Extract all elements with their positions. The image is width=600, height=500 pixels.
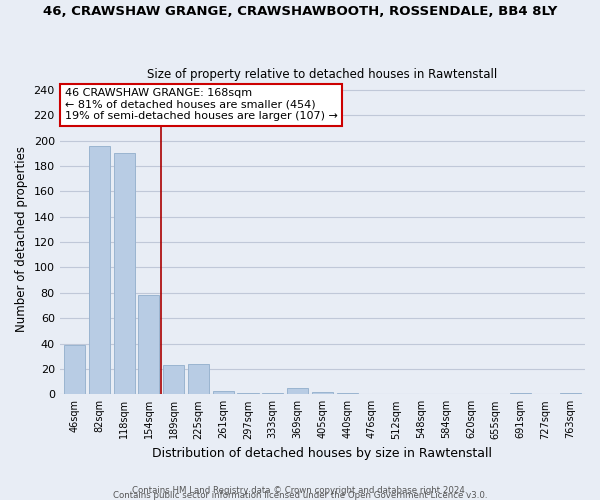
Bar [64, 345, 85, 395]
Bar [89, 146, 110, 394]
Bar [510, 393, 531, 394]
Bar [262, 393, 283, 394]
Bar [238, 393, 259, 394]
Title: Size of property relative to detached houses in Rawtenstall: Size of property relative to detached ho… [147, 68, 497, 81]
Bar [312, 392, 333, 394]
Bar [163, 365, 184, 394]
Text: Contains HM Land Registry data © Crown copyright and database right 2024.: Contains HM Land Registry data © Crown c… [132, 486, 468, 495]
Bar [337, 393, 358, 394]
X-axis label: Distribution of detached houses by size in Rawtenstall: Distribution of detached houses by size … [152, 447, 493, 460]
Text: 46 CRAWSHAW GRANGE: 168sqm
← 81% of detached houses are smaller (454)
19% of sem: 46 CRAWSHAW GRANGE: 168sqm ← 81% of deta… [65, 88, 338, 122]
Bar [113, 154, 134, 394]
Bar [560, 393, 581, 394]
Y-axis label: Number of detached properties: Number of detached properties [15, 146, 28, 332]
Bar [139, 296, 160, 394]
Bar [287, 388, 308, 394]
Bar [212, 390, 234, 394]
Text: 46, CRAWSHAW GRANGE, CRAWSHAWBOOTH, ROSSENDALE, BB4 8LY: 46, CRAWSHAW GRANGE, CRAWSHAWBOOTH, ROSS… [43, 5, 557, 18]
Bar [188, 364, 209, 394]
Text: Contains public sector information licensed under the Open Government Licence v3: Contains public sector information licen… [113, 491, 487, 500]
